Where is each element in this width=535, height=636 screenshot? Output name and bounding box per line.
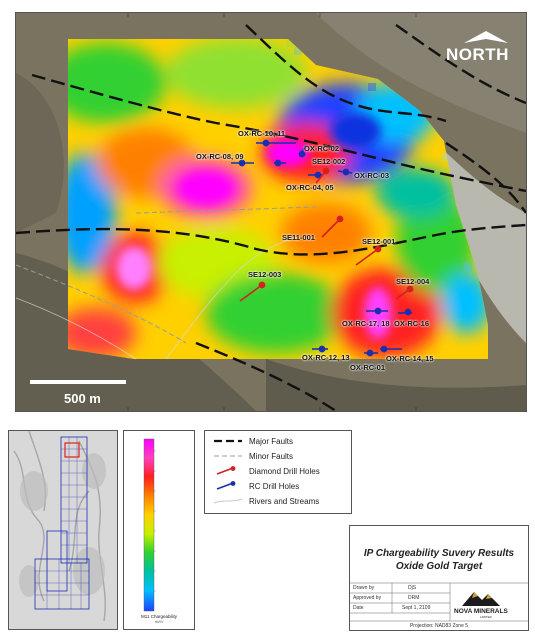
nova-minerals-logo <box>462 592 500 606</box>
hole-label-ox-rc-02: OX-RC-02 <box>304 144 340 153</box>
approved-by-value: DRM <box>408 595 420 601</box>
approved-by-label: Approved by <box>353 595 382 601</box>
drawn-by-value: DjS <box>408 585 417 591</box>
hole-label-se12-001: SE12-001 <box>362 237 396 246</box>
projection-label: Projection: NAD83 Zone 5 <box>409 623 469 629</box>
map-frame: NORTH 500 m OX-RC-10, 11 OX-RC-02 OX-RC-… <box>15 12 527 412</box>
legend-item-diamond-holes: Diamond Drill Holes <box>213 464 320 478</box>
inset-terrain <box>9 431 117 629</box>
major-faults <box>16 24 526 411</box>
rivers-and-streams <box>16 237 297 360</box>
minor-fault-symbol-icon <box>214 455 242 457</box>
north-label: NORTH <box>446 45 509 64</box>
map-legend: Major Faults Minor Faults Diamond Drill … <box>204 430 352 514</box>
legend-label: Rivers and Streams <box>249 496 320 506</box>
location-inset-map <box>8 430 118 630</box>
hole-label-se12-004: SE12-004 <box>396 277 430 286</box>
company-sub: LIMITED <box>480 615 492 619</box>
chargeability-colorbar <box>143 438 156 612</box>
drill-hole-traces <box>231 139 414 357</box>
major-fault-symbol-icon <box>214 439 242 443</box>
chargeability-colorbar-panel: M11 Chargeability mV/V <box>123 430 195 630</box>
colorbar-units: mV/V <box>154 620 164 624</box>
hole-label-ox-rc-03: OX-RC-03 <box>354 171 390 180</box>
chargeability-map <box>16 13 526 411</box>
title-line-1: IP Chargeability Suvery Results <box>363 548 515 559</box>
hole-label-ox-rc-14-15: OX-RC-14, 15 <box>386 354 434 363</box>
legend-label: Major Faults <box>249 436 294 446</box>
hole-label-se12-002: SE12-002 <box>312 157 346 166</box>
hole-label-se11-001: SE11-001 <box>282 233 315 242</box>
title-line-2: Oxide Gold Target <box>395 561 483 572</box>
scale-bar <box>30 380 126 384</box>
legend-label: Diamond Drill Holes <box>249 466 320 476</box>
title-block: IP Chargeability Suvery Results Oxide Go… <box>349 525 529 631</box>
company-name: NOVA MINERALS <box>454 608 508 615</box>
scale-label: 500 m <box>64 391 101 406</box>
hole-label-ox-rc-04-05: OX-RC-04, 05 <box>286 183 334 192</box>
legend-item-rc-holes: RC Drill Holes <box>213 479 299 493</box>
diamond-hole-symbol-icon <box>216 466 236 475</box>
hole-label-ox-rc-16: OX-RC-16 <box>394 319 430 328</box>
hole-label-ox-rc-01: OX-RC-01 <box>350 363 386 372</box>
hole-label-ox-rc-17-18: OX-RC-17, 18 <box>342 319 390 328</box>
date-label: Date <box>353 605 364 611</box>
legend-label: RC Drill Holes <box>249 481 300 491</box>
legend-item-minor-faults: Minor Faults <box>213 449 293 463</box>
river-symbol-icon <box>213 498 243 504</box>
north-arrow-icon <box>464 31 508 43</box>
colorbar-title: M11 Chargeability <box>141 614 177 619</box>
rc-hole-symbol-icon <box>216 481 236 490</box>
legend-label: Minor Faults <box>249 451 294 461</box>
minor-faults <box>16 206 317 344</box>
hole-label-se12-003: SE12-003 <box>248 270 282 279</box>
date-value: Sept 1, 2109 <box>402 605 431 611</box>
title-block-grid <box>350 582 528 622</box>
target-area-marker <box>64 442 80 458</box>
hole-label-ox-rc-12-13: OX-RC-12, 13 <box>302 353 350 362</box>
drawn-by-label: Drawn by <box>353 585 375 591</box>
hole-label-ox-rc-10-11: OX-RC-10, 11 <box>238 129 286 138</box>
legend-item-rivers: Rivers and Streams <box>213 494 319 508</box>
legend-item-major-faults: Major Faults <box>213 434 293 448</box>
hole-label-ox-rc-08-09: OX-RC-08, 09 <box>196 152 244 161</box>
